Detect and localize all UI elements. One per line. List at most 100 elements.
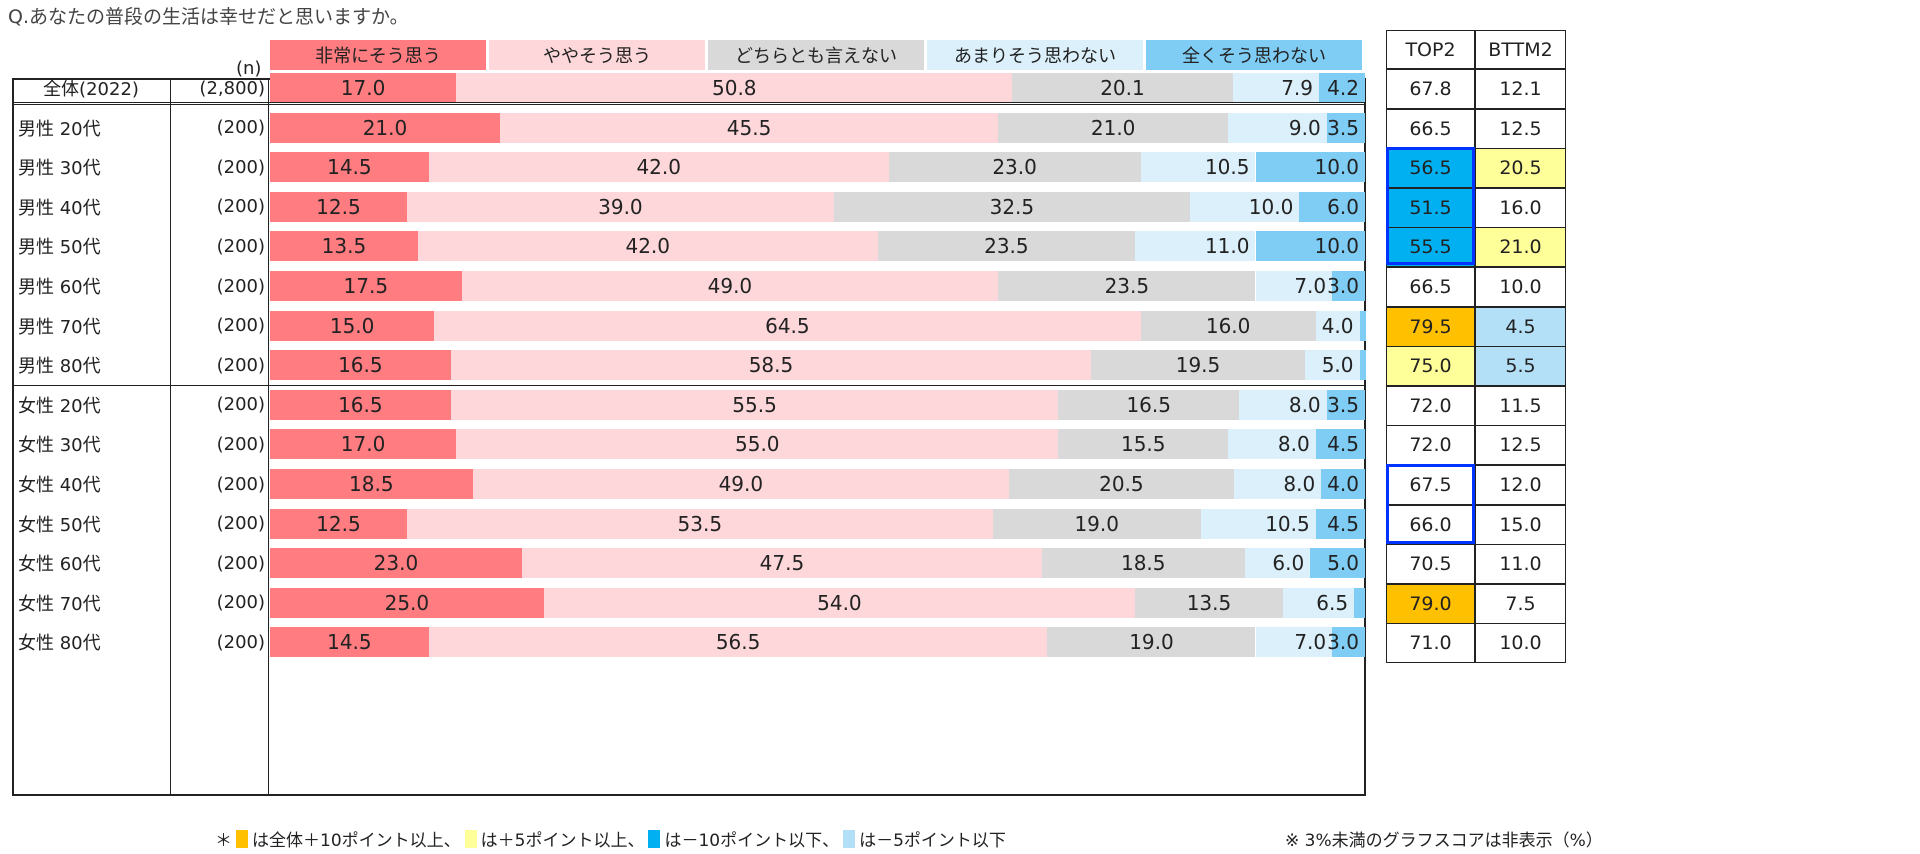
bar-segment: 11.0 bbox=[1135, 231, 1256, 262]
summary-top2: 66.5 bbox=[1386, 108, 1475, 149]
footnote-swatch bbox=[236, 829, 248, 848]
summary-bttm2: 20.5 bbox=[1475, 148, 1566, 189]
bar-segment: 4.0 bbox=[1315, 310, 1360, 341]
footnote-text: は＋5ポイント以上、 bbox=[480, 831, 645, 851]
summary-bttm2: 21.0 bbox=[1475, 227, 1566, 268]
summary-bttm2: 4.5 bbox=[1475, 306, 1566, 347]
legend-item: ややそう思う bbox=[489, 40, 705, 70]
bar-segment: 32.5 bbox=[833, 191, 1190, 222]
divider bbox=[12, 102, 1366, 105]
summary-header: BTTM2 bbox=[1475, 30, 1566, 69]
bar-segment bbox=[1359, 350, 1366, 381]
bar-segment: 3.5 bbox=[1326, 112, 1365, 143]
bar-segment: 17.5 bbox=[270, 271, 462, 301]
summary-bttm2: 15.0 bbox=[1475, 504, 1566, 545]
bar-segment: 21.0 bbox=[270, 112, 500, 143]
row-n: (200) bbox=[216, 394, 265, 416]
row-label: 男性 50代 bbox=[18, 237, 101, 259]
summary-bttm2: 11.0 bbox=[1475, 544, 1566, 585]
divider bbox=[12, 385, 1366, 386]
row-n: (200) bbox=[216, 117, 265, 139]
row-n: (2,800) bbox=[199, 77, 265, 99]
bar-segment: 6.0 bbox=[1299, 191, 1365, 222]
bar-segment: 10.0 bbox=[1255, 152, 1365, 183]
row-n: (200) bbox=[216, 592, 265, 614]
bar-segment: 9.0 bbox=[1228, 112, 1327, 143]
row-label: 男性 20代 bbox=[18, 118, 101, 140]
row-label: 女性 40代 bbox=[18, 475, 101, 496]
bar-segment: 15.5 bbox=[1058, 429, 1229, 460]
row-n: (200) bbox=[216, 235, 265, 257]
summary-top2: 71.0 bbox=[1386, 623, 1475, 664]
bar-segment: 18.5 bbox=[1041, 548, 1245, 579]
row-label: 男性 60代 bbox=[18, 277, 101, 298]
row-n: (200) bbox=[216, 552, 265, 574]
bar-segment: 39.0 bbox=[406, 191, 834, 222]
summary-bttm2: 11.5 bbox=[1475, 385, 1566, 426]
row-n: (200) bbox=[216, 354, 265, 376]
bar-segment: 4.5 bbox=[1315, 429, 1365, 460]
summary-bttm2: 5.5 bbox=[1475, 346, 1566, 387]
summary-bttm2: 12.5 bbox=[1475, 425, 1566, 466]
bar-segment: 14.5 bbox=[270, 627, 429, 658]
bar-segment: 7.9 bbox=[1232, 73, 1319, 103]
bar-segment: 6.0 bbox=[1244, 548, 1311, 579]
summary-header: TOP2 bbox=[1386, 30, 1475, 69]
bar-segment: 8.0 bbox=[1233, 469, 1322, 499]
summary-bttm2: 12.5 bbox=[1475, 108, 1566, 149]
summary-top2: 72.0 bbox=[1386, 385, 1475, 426]
bar-segment: 49.0 bbox=[472, 469, 1010, 499]
bar-segment: 23.0 bbox=[270, 548, 522, 579]
bar-segment: 23.0 bbox=[888, 152, 1141, 183]
footnote-prefix: ＊ bbox=[215, 831, 232, 851]
row-n: (200) bbox=[216, 433, 265, 455]
row-label: 女性 20代 bbox=[18, 395, 101, 417]
bar-segment: 3.0 bbox=[1327, 271, 1365, 301]
row-n: (200) bbox=[216, 275, 265, 297]
row-label: 全体(2022) bbox=[43, 79, 139, 100]
bar-segment: 4.5 bbox=[1315, 508, 1365, 539]
summary-top2: 75.0 bbox=[1386, 346, 1475, 387]
bar-segment: 16.5 bbox=[1058, 389, 1240, 420]
bar-segment: 10.5 bbox=[1140, 152, 1256, 183]
bar-segment: 12.5 bbox=[270, 508, 407, 539]
bar-segment: 16.5 bbox=[270, 389, 451, 420]
bar-segment: 17.0 bbox=[270, 429, 457, 460]
summary-top2: 66.5 bbox=[1386, 267, 1475, 307]
bar-segment: 42.0 bbox=[428, 152, 889, 183]
row-n: (200) bbox=[216, 473, 265, 495]
bar-segment: 13.5 bbox=[270, 231, 418, 262]
footnote-text: は－5ポイント以下 bbox=[859, 831, 1006, 851]
summary-bttm2: 7.5 bbox=[1475, 583, 1566, 624]
divider bbox=[268, 78, 269, 796]
bar-segment: 55.5 bbox=[450, 389, 1059, 420]
bar-segment: 6.5 bbox=[1282, 587, 1355, 618]
row-n: (200) bbox=[216, 196, 265, 218]
bar-segment: 21.0 bbox=[998, 112, 1229, 143]
bar-segment: 7.0 bbox=[1255, 271, 1333, 301]
bar-segment: 23.5 bbox=[998, 271, 1256, 301]
bar-segment: 55.0 bbox=[456, 429, 1059, 460]
divider bbox=[170, 78, 171, 796]
footnote-text: は－10ポイント以下、 bbox=[664, 831, 840, 851]
bar-segment: 3.0 bbox=[1327, 627, 1365, 658]
summary-top2: 79.5 bbox=[1386, 306, 1475, 347]
bar-segment: 10.5 bbox=[1200, 508, 1316, 539]
row-label: 男性 80代 bbox=[18, 356, 101, 378]
bar-segment: 20.5 bbox=[1009, 469, 1234, 499]
summary-top2: 67.8 bbox=[1386, 69, 1475, 109]
n-header: (n) bbox=[236, 58, 262, 79]
bar-segment: 16.0 bbox=[1140, 310, 1316, 341]
footnote-swatch bbox=[648, 829, 661, 848]
bar-segment: 50.8 bbox=[456, 73, 1013, 103]
bar-segment: 56.5 bbox=[428, 627, 1048, 658]
bar-segment bbox=[1354, 587, 1365, 618]
footnote-swatch bbox=[464, 829, 477, 848]
bar-segment: 18.5 bbox=[270, 469, 473, 499]
row-label: 男性 70代 bbox=[18, 316, 101, 338]
footnote-text: は全体＋10ポイント以上、 bbox=[252, 831, 461, 851]
row-label: 女性 80代 bbox=[18, 633, 101, 655]
bar-segment: 12.5 bbox=[270, 191, 407, 222]
row-label: 男性 30代 bbox=[18, 158, 101, 180]
row-n: (200) bbox=[216, 631, 265, 653]
